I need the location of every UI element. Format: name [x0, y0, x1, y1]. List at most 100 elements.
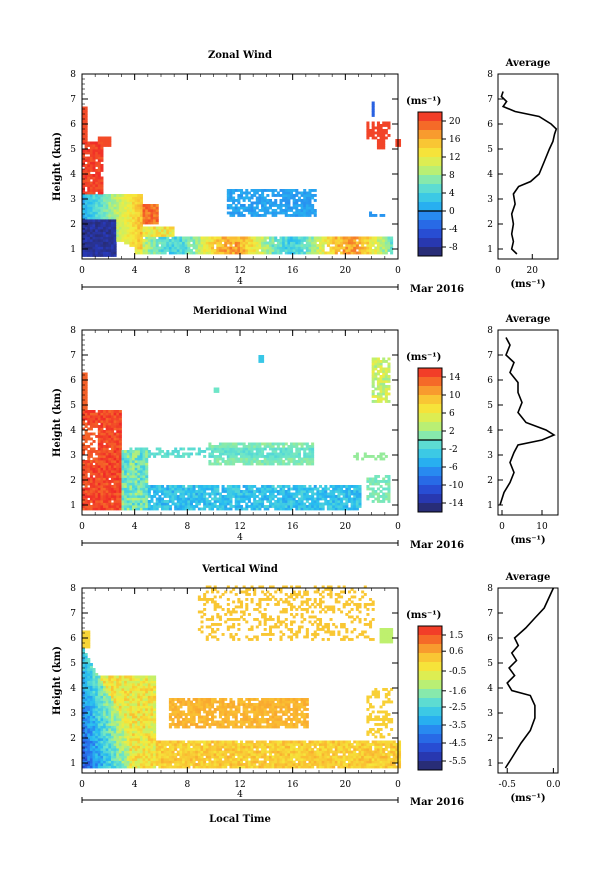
heatmap-cell	[97, 427, 101, 431]
heatmap-cell	[300, 447, 304, 451]
heatmap-cell	[89, 159, 93, 162]
heatmap-cell	[116, 495, 120, 498]
heatmap-cell	[203, 251, 207, 255]
heatmap-cell	[158, 485, 162, 488]
heatmap-cell	[313, 507, 317, 511]
heatmap-cell	[126, 194, 130, 197]
heatmap-cell	[174, 249, 178, 252]
heatmap-cell	[279, 442, 283, 446]
heatmap-cell	[97, 164, 101, 167]
heatmap-cell	[89, 470, 93, 473]
heatmap-cell	[253, 206, 257, 210]
heatmap-cell	[108, 194, 112, 197]
heatmap-cell	[89, 214, 93, 217]
heatmap-cell	[110, 485, 114, 488]
heatmap-cell	[274, 201, 278, 205]
heatmap-cell	[274, 487, 278, 491]
heatmap-cell	[263, 447, 267, 451]
heatmap-cell	[110, 748, 114, 751]
heatmap-cell	[110, 196, 114, 200]
heatmap-cell	[292, 445, 296, 448]
heatmap-cell	[105, 196, 109, 200]
heatmap-cell	[105, 698, 109, 701]
heatmap-cell	[84, 750, 88, 754]
heatmap-cell	[97, 492, 101, 496]
heatmap-cell	[84, 380, 88, 383]
heatmap-cell	[100, 685, 104, 689]
heatmap-cell	[171, 231, 175, 235]
heatmap-cell	[153, 236, 157, 240]
heatmap-cell	[121, 698, 125, 701]
heatmap-cell	[100, 728, 104, 731]
heatmap-cell	[232, 199, 236, 202]
heatmap-cell	[369, 249, 373, 252]
heatmap-cell	[113, 688, 117, 691]
heatmap-cell	[82, 211, 86, 215]
heatmap-cell	[213, 455, 217, 458]
heatmap-cell	[82, 663, 86, 666]
heatmap-cell	[113, 465, 117, 468]
heatmap-cell	[271, 209, 275, 212]
heatmap-cell	[134, 455, 138, 458]
heatmap-cell	[379, 500, 383, 503]
heatmap-cell	[108, 497, 112, 501]
heatmap-cell	[271, 490, 275, 493]
heatmap-cell	[121, 765, 125, 769]
heatmap-cell	[200, 246, 204, 250]
heatmap-cell	[308, 487, 312, 491]
heatmap-cell	[134, 201, 138, 205]
heatmap-cell	[398, 141, 402, 145]
heatmap-cell	[208, 485, 212, 488]
heatmap-cell	[142, 206, 146, 210]
heatmap-cell	[139, 231, 143, 235]
heatmap-cell	[82, 415, 86, 418]
heatmap-cell	[247, 460, 251, 463]
heatmap-cell	[308, 445, 312, 448]
heatmap-cell	[126, 760, 130, 764]
heatmap-cell	[216, 249, 220, 252]
heatmap-cell	[271, 246, 275, 250]
heatmap-cell	[92, 763, 96, 766]
heatmap-cell	[110, 698, 114, 701]
heatmap-cell	[232, 450, 236, 453]
heatmap-cell	[276, 211, 280, 215]
heatmap-cell	[134, 231, 138, 235]
colorbar-swatch	[418, 175, 442, 185]
heatmap-cell	[147, 219, 151, 222]
heatmap-cell	[103, 750, 107, 754]
heatmap-cell	[274, 236, 278, 240]
heatmap-cell	[308, 460, 312, 463]
heatmap-cell	[126, 728, 130, 731]
heatmap-cell	[174, 241, 178, 245]
heatmap-cell	[276, 251, 280, 255]
heatmap-cell	[324, 502, 328, 506]
heatmap-cell	[345, 495, 349, 498]
heatmap-cell	[142, 221, 146, 225]
heatmap-cell	[379, 246, 383, 250]
heatmap-cell	[268, 492, 272, 496]
heatmap-cell	[182, 500, 186, 503]
heatmap-cell	[87, 186, 91, 190]
heatmap-cell	[110, 226, 114, 230]
heatmap-cell	[113, 763, 117, 766]
heatmap-cell	[124, 753, 128, 756]
heatmap-cell	[121, 465, 125, 468]
heatmap-cell	[379, 236, 383, 240]
heatmap-cell	[95, 492, 99, 496]
heatmap-cell	[129, 482, 133, 486]
heatmap-cell	[382, 375, 386, 378]
heatmap-cell	[163, 234, 167, 237]
heatmap-cell	[308, 201, 312, 205]
heatmap-cell	[158, 231, 162, 235]
heatmap-cell	[308, 490, 312, 493]
heatmap-cell	[195, 244, 199, 247]
heatmap-cell	[271, 447, 275, 451]
heatmap-cell	[182, 452, 186, 456]
heatmap-cell	[124, 740, 128, 744]
heatmap-cell	[216, 251, 220, 255]
heatmap-cell	[82, 129, 86, 132]
heatmap-cell	[166, 241, 170, 245]
date-day: 4	[237, 533, 243, 543]
heatmap-cell	[118, 725, 122, 729]
colorbar-swatch	[418, 440, 442, 450]
